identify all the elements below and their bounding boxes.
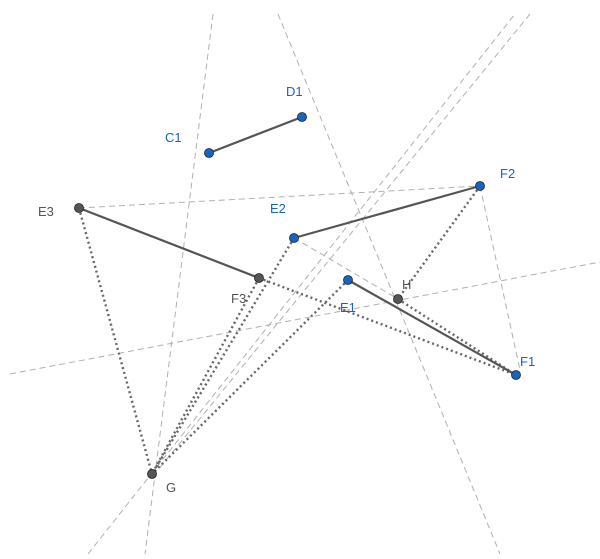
point-f1[interactable] <box>511 370 521 380</box>
segment-e1-f1[interactable] <box>347 279 517 376</box>
points <box>74 112 521 479</box>
point-c1[interactable] <box>204 148 214 158</box>
construction-line <box>144 13 214 555</box>
label-d1: D1 <box>286 84 303 99</box>
dotted-segment-e1-g[interactable] <box>151 279 349 475</box>
point-labels: C1 D1 E1 F1 E2 F2 E3 F3 G H <box>38 84 535 495</box>
point-e3[interactable] <box>74 203 84 213</box>
construction-lines <box>9 13 600 555</box>
segment-e2-f2[interactable] <box>293 184 481 240</box>
point-h[interactable] <box>393 294 403 304</box>
segment-e3-f3[interactable] <box>78 206 260 280</box>
dotted-segment-e3-g[interactable] <box>77 207 154 475</box>
label-f3: F3 <box>231 291 246 306</box>
label-h: H <box>402 277 411 292</box>
segment-c1-d1[interactable] <box>208 115 303 155</box>
solid-segments <box>78 115 517 376</box>
construction-line <box>157 13 531 471</box>
label-e1: E1 <box>340 300 356 315</box>
label-f2: F2 <box>500 166 515 181</box>
dotted-segment-f3-g[interactable] <box>150 277 261 475</box>
point-e1[interactable] <box>343 275 353 285</box>
point-d1[interactable] <box>297 112 307 122</box>
dotted-segments <box>77 185 517 475</box>
dotted-segment-e2-g[interactable] <box>150 237 296 475</box>
point-f2[interactable] <box>475 181 485 191</box>
construction-line <box>78 185 481 209</box>
label-e2: E2 <box>270 201 286 216</box>
construction-line <box>87 13 516 555</box>
dotted-segment-h-f1[interactable] <box>397 297 517 377</box>
point-e2[interactable] <box>289 233 299 243</box>
dotted-segment-f3-f1[interactable] <box>258 276 517 377</box>
dotted-segment-f2-h[interactable] <box>397 185 481 300</box>
construction-line <box>9 261 600 375</box>
label-f1: F1 <box>520 354 535 369</box>
label-c1: C1 <box>165 130 182 145</box>
label-e3: E3 <box>38 204 54 219</box>
point-g[interactable] <box>147 469 157 479</box>
construction-line <box>479 185 521 371</box>
construction-line <box>277 13 501 555</box>
point-f3[interactable] <box>254 273 264 283</box>
construction-line <box>293 237 399 300</box>
label-g: G <box>166 480 176 495</box>
